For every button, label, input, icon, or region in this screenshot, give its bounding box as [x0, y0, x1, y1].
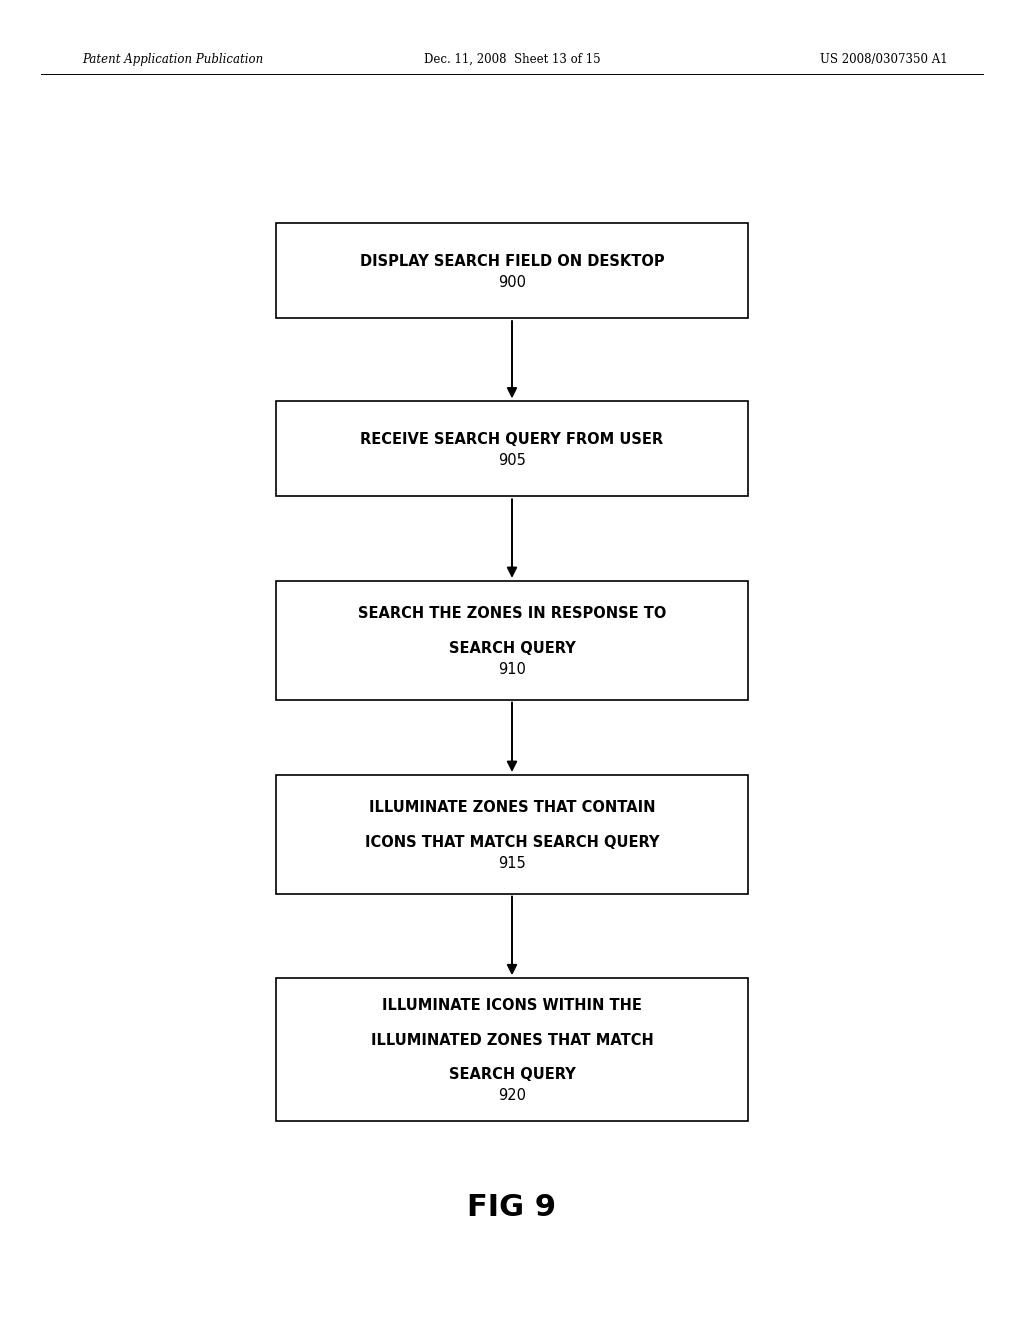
- Text: FIG 9: FIG 9: [467, 1193, 557, 1222]
- Text: SEARCH THE ZONES IN RESPONSE TO: SEARCH THE ZONES IN RESPONSE TO: [357, 606, 667, 622]
- Text: 905: 905: [498, 453, 526, 469]
- Bar: [276, 401, 748, 496]
- Text: 910: 910: [498, 661, 526, 677]
- Text: US 2008/0307350 A1: US 2008/0307350 A1: [819, 53, 947, 66]
- Text: Patent Application Publication: Patent Application Publication: [82, 53, 263, 66]
- Text: 900: 900: [498, 275, 526, 290]
- Text: DISPLAY SEARCH FIELD ON DESKTOP: DISPLAY SEARCH FIELD ON DESKTOP: [359, 253, 665, 269]
- Text: ILLUMINATE ICONS WITHIN THE: ILLUMINATE ICONS WITHIN THE: [382, 998, 642, 1014]
- Text: 915: 915: [498, 855, 526, 871]
- Text: RECEIVE SEARCH QUERY FROM USER: RECEIVE SEARCH QUERY FROM USER: [360, 432, 664, 447]
- Bar: [276, 581, 748, 700]
- Text: 920: 920: [498, 1088, 526, 1104]
- Bar: [276, 978, 748, 1121]
- Bar: [276, 223, 748, 318]
- Bar: [276, 775, 748, 894]
- Text: SEARCH QUERY: SEARCH QUERY: [449, 640, 575, 656]
- Text: SEARCH QUERY: SEARCH QUERY: [449, 1067, 575, 1082]
- Text: ILLUMINATED ZONES THAT MATCH: ILLUMINATED ZONES THAT MATCH: [371, 1032, 653, 1048]
- Text: Dec. 11, 2008  Sheet 13 of 15: Dec. 11, 2008 Sheet 13 of 15: [424, 53, 600, 66]
- Text: ILLUMINATE ZONES THAT CONTAIN: ILLUMINATE ZONES THAT CONTAIN: [369, 800, 655, 816]
- Text: ICONS THAT MATCH SEARCH QUERY: ICONS THAT MATCH SEARCH QUERY: [365, 834, 659, 850]
